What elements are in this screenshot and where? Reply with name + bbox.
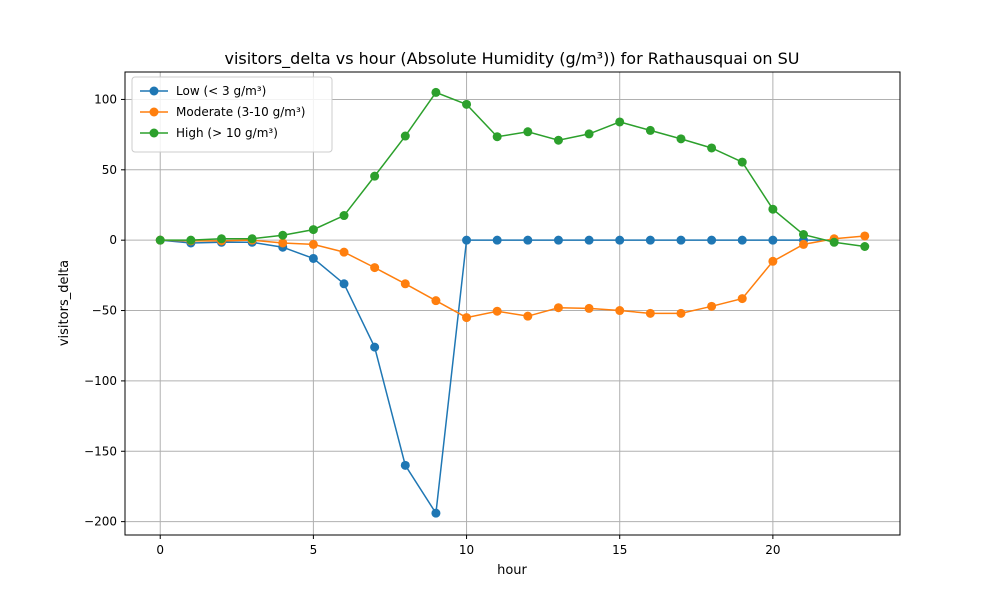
data-point	[645, 308, 655, 318]
data-point	[370, 342, 380, 352]
data-point	[462, 313, 472, 323]
data-point	[737, 157, 747, 167]
y-tick-label: −200	[84, 515, 117, 529]
x-tick-label: 0	[156, 543, 164, 557]
y-tick-label: −50	[92, 304, 117, 318]
data-point	[553, 235, 563, 245]
legend-item: Moderate (3-10 g/m³)	[140, 105, 305, 119]
series-layer	[155, 87, 870, 518]
legend-item: High (> 10 g/m³)	[140, 126, 278, 140]
data-point	[339, 279, 349, 289]
y-tick-label: 0	[109, 233, 117, 247]
data-point	[676, 235, 686, 245]
legend-marker	[149, 107, 159, 117]
data-point	[308, 225, 318, 235]
data-point	[707, 235, 717, 245]
x-tick-label: 15	[612, 543, 627, 557]
data-point	[768, 256, 778, 266]
data-point	[584, 235, 594, 245]
data-point	[308, 239, 318, 249]
data-point	[431, 296, 441, 306]
data-point	[308, 253, 318, 263]
data-point	[492, 235, 502, 245]
legend-item: Low (< 3 g/m³)	[140, 84, 266, 98]
y-tick-label: 100	[94, 92, 117, 106]
data-point	[584, 303, 594, 313]
tick-layer: 0 5 10 15 20 −200 −150 −100 −50 0 50 100	[84, 92, 780, 557]
data-point	[737, 294, 747, 304]
legend: Low (< 3 g/m³) Moderate (3-10 g/m³) High (…	[131, 76, 333, 153]
legend-marker	[149, 86, 159, 96]
data-point	[216, 234, 226, 244]
data-point	[799, 239, 809, 249]
data-point	[278, 238, 288, 248]
data-point	[523, 127, 533, 137]
y-tick-label: 50	[102, 163, 117, 177]
data-point	[339, 247, 349, 257]
data-point	[707, 143, 717, 153]
series-line	[160, 91, 865, 248]
y-axis-label: visitors_delta	[57, 260, 72, 346]
data-point	[615, 235, 625, 245]
data-point	[768, 235, 778, 245]
x-tick-label: 10	[459, 543, 474, 557]
y-tick-label: −100	[84, 374, 117, 388]
data-point	[523, 311, 533, 321]
data-point	[553, 135, 563, 145]
data-point	[676, 308, 686, 318]
data-point	[615, 306, 625, 316]
series-1	[155, 235, 839, 518]
data-point	[339, 211, 349, 221]
data-point	[584, 129, 594, 139]
data-point	[370, 171, 380, 181]
data-point	[645, 125, 655, 135]
chart-title: visitors_delta vs hour (Absolute Humidit…	[224, 49, 799, 69]
data-point	[799, 230, 809, 240]
data-point	[676, 134, 686, 144]
y-tick-label: −150	[84, 444, 117, 458]
data-point	[400, 460, 410, 470]
legend-label: Low (< 3 g/m³)	[176, 84, 266, 98]
series-2	[155, 231, 870, 323]
data-point	[247, 234, 257, 244]
data-point	[492, 132, 502, 142]
data-point	[645, 235, 655, 245]
series-line	[160, 239, 835, 516]
data-point	[278, 230, 288, 240]
legend-label: Moderate (3-10 g/m³)	[176, 105, 305, 119]
data-point	[431, 87, 441, 97]
data-point	[707, 301, 717, 311]
x-tick-label: 20	[765, 543, 780, 557]
data-point	[186, 235, 196, 245]
x-axis-label: hour	[497, 563, 527, 578]
series-3	[155, 87, 870, 252]
data-point	[370, 263, 380, 273]
data-point	[462, 235, 472, 245]
data-point	[860, 231, 870, 241]
data-point	[829, 237, 839, 247]
data-point	[860, 242, 870, 252]
data-point	[615, 117, 625, 127]
data-point	[462, 99, 472, 109]
data-point	[400, 131, 410, 141]
data-point	[492, 306, 502, 316]
plot-area-frame	[124, 71, 901, 536]
data-point	[431, 508, 441, 518]
legend-frame	[131, 76, 333, 153]
data-point	[737, 235, 747, 245]
series-line	[160, 235, 865, 319]
data-point	[768, 204, 778, 214]
x-tick-label: 5	[310, 543, 318, 557]
data-point	[400, 279, 410, 289]
data-point	[155, 235, 165, 245]
data-point	[553, 303, 563, 313]
data-point	[523, 235, 533, 245]
legend-marker	[149, 128, 159, 138]
legend-label: High (> 10 g/m³)	[176, 126, 278, 140]
